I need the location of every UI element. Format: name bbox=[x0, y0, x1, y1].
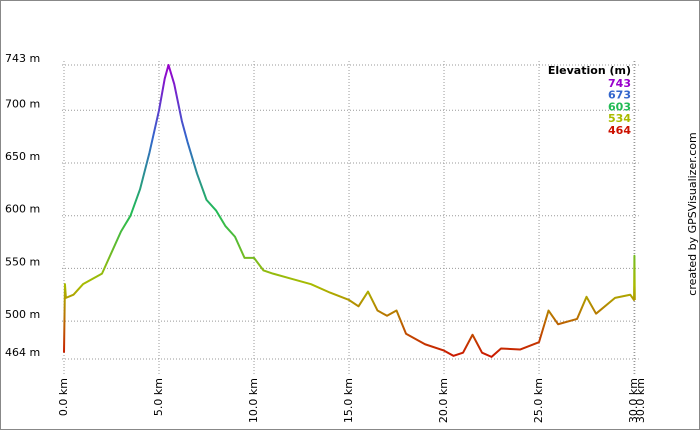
legend-entry: 464 bbox=[608, 124, 631, 137]
legend-entry: 534 bbox=[608, 112, 631, 125]
y-tick-label: 650 m bbox=[5, 150, 40, 163]
x-tick-label: 20.0 km bbox=[437, 378, 450, 423]
x-tick-label: 30.0 km bbox=[627, 378, 640, 423]
legend-entry: 743 bbox=[608, 77, 631, 90]
y-tick-label: 464 m bbox=[5, 346, 40, 359]
y-tick-label: 500 m bbox=[5, 308, 40, 321]
legend-entry: 603 bbox=[608, 100, 631, 113]
legend-entry: 673 bbox=[608, 89, 631, 102]
y-tick-label: 550 m bbox=[5, 255, 40, 268]
x-tick-label: 0.0 km bbox=[57, 378, 70, 416]
y-tick-label: 600 m bbox=[5, 203, 40, 216]
legend-title: Elevation (m) bbox=[548, 64, 631, 77]
x-tick-label: 15.0 km bbox=[342, 378, 355, 423]
x-tick-label: 5.0 km bbox=[152, 378, 165, 416]
y-tick-label: 743 m bbox=[5, 52, 40, 65]
x-tick-label: 10.0 km bbox=[247, 378, 260, 423]
elevation-line bbox=[63, 64, 636, 358]
y-tick-label: 700 m bbox=[5, 97, 40, 110]
credit: created by GPSVisualizer.com bbox=[686, 132, 699, 295]
x-tick-label: 25.0 km bbox=[532, 378, 545, 423]
x-tick-label: 30.0 km bbox=[634, 378, 647, 423]
